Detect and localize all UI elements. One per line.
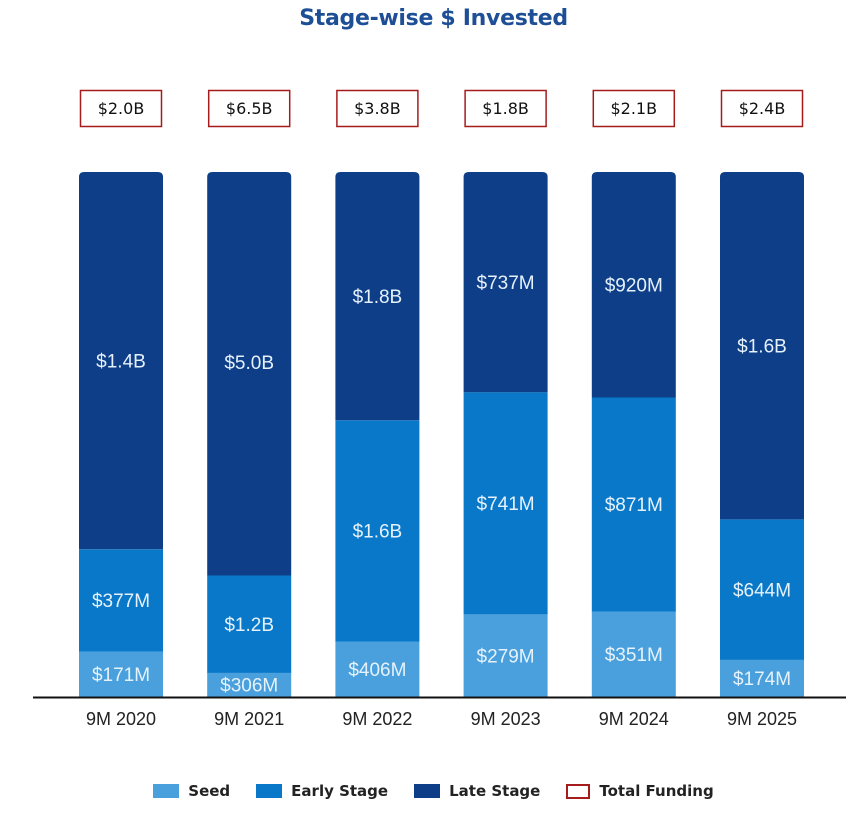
legend: Seed Early Stage Late Stage Total Fundin… [0, 782, 867, 800]
x-tick-label: 9M 2023 [471, 709, 541, 729]
bar-segment-early-stage [207, 575, 292, 673]
bars [79, 172, 804, 698]
total-funding-label: $6.5B [226, 99, 273, 118]
data-label-seed: $406M [348, 660, 406, 681]
bar-segment-seed [463, 613, 548, 698]
legend-label: Seed [188, 782, 231, 800]
legend-item-seed: Seed [153, 782, 230, 800]
bar-segment-seed [720, 659, 804, 698]
data-label-seed: $351M [605, 645, 663, 666]
x-tick-label: 9M 2021 [214, 709, 284, 729]
legend-label: Total Funding [599, 782, 714, 800]
total-funding-box [79, 89, 163, 128]
total-funding-box [720, 89, 804, 128]
data-label-seed: $306M [220, 676, 278, 697]
data-label-early-stage: $644M [733, 580, 791, 601]
bar-segment-late-stage [463, 172, 548, 393]
x-tick-label: 9M 2020 [86, 709, 156, 729]
legend-swatch-seed [153, 784, 180, 798]
x-tick-labels: 9M 2020 9M 2021 9M 2022 9M 2023 9M 2024 9M 20… [86, 709, 797, 729]
total-funding-box [336, 89, 419, 128]
total-funding-label: $3.8B [354, 99, 401, 118]
bar-segment-late-stage [591, 172, 676, 398]
data-label-seed: $171M [92, 665, 150, 686]
legend-swatch-total-funding [566, 783, 591, 799]
bar-segment-late-stage [207, 172, 292, 576]
chart-title: Stage-wise $ Invested [299, 6, 568, 31]
data-label-late-stage: $1.4B [96, 352, 146, 373]
data-label-seed: $279M [477, 646, 535, 667]
bar-segment-early-stage [591, 397, 676, 612]
total-funding-box [464, 89, 547, 128]
bar-9m-2025 [720, 172, 804, 698]
bar-segment-seed [335, 640, 420, 698]
total-funding-box [207, 89, 291, 128]
total-funding-label: $2.0B [98, 99, 145, 118]
legend-item-late-stage: Late Stage [414, 782, 540, 800]
data-label-late-stage: $1.6B [737, 337, 787, 358]
x-tick-label: 9M 2022 [342, 709, 412, 729]
segment-labels: $171M $377M $1.4B $306M $1.2B $5.0B $406M $1.6B… [92, 273, 791, 697]
data-label-late-stage: $1.8B [353, 287, 403, 308]
legend-swatch-late-stage [414, 784, 441, 798]
data-label-late-stage: $5.0B [224, 353, 274, 374]
bar-segment-seed [207, 672, 292, 698]
bar-segment-late-stage [335, 172, 420, 421]
data-label-early-stage: $871M [605, 495, 663, 516]
data-label-early-stage: $1.6B [353, 522, 403, 543]
stacked-bar-chart: $2.0B $6.5B $3.8B $1.8B $2.1B $2.4B $171M $377… [33, 89, 846, 729]
legend-swatch-early-stage [256, 784, 283, 798]
bar-segment-early-stage [463, 392, 548, 615]
legend-item-early-stage: Early Stage [256, 782, 388, 800]
bar-segment-early-stage [79, 549, 163, 652]
data-label-early-stage: $741M [477, 494, 535, 515]
data-label-early-stage: $377M [92, 591, 150, 612]
bar-segment-early-stage [720, 519, 804, 660]
total-funding-label: $1.8B [482, 99, 529, 118]
x-tick-label: 9M 2024 [599, 709, 669, 729]
total-funding-box [592, 89, 676, 128]
bar-9m-2023 [463, 172, 548, 698]
total-funding-boxes: $2.0B $6.5B $3.8B $1.8B $2.1B $2.4B [79, 89, 804, 128]
bar-segment-seed [79, 650, 163, 698]
bar-9m-2021 [207, 172, 292, 698]
total-funding-label: $2.4B [739, 99, 786, 118]
bar-9m-2024 [591, 172, 676, 698]
data-label-seed: $174M [733, 669, 791, 690]
data-label-late-stage: $920M [605, 276, 663, 297]
bar-segment-late-stage [79, 172, 163, 550]
legend-label: Early Stage [291, 782, 389, 800]
legend-label: Late Stage [449, 782, 541, 800]
bar-9m-2022 [335, 172, 420, 698]
bar-segment-early-stage [335, 420, 420, 642]
bar-9m-2020 [79, 172, 163, 698]
data-label-late-stage: $737M [477, 273, 535, 294]
x-tick-label: 9M 2025 [727, 709, 797, 729]
data-label-early-stage: $1.2B [224, 615, 274, 636]
legend-item-total-funding: Total Funding [566, 782, 714, 800]
bar-segment-late-stage [720, 172, 804, 520]
total-funding-label: $2.1B [610, 99, 657, 118]
bar-segment-seed [591, 610, 676, 698]
